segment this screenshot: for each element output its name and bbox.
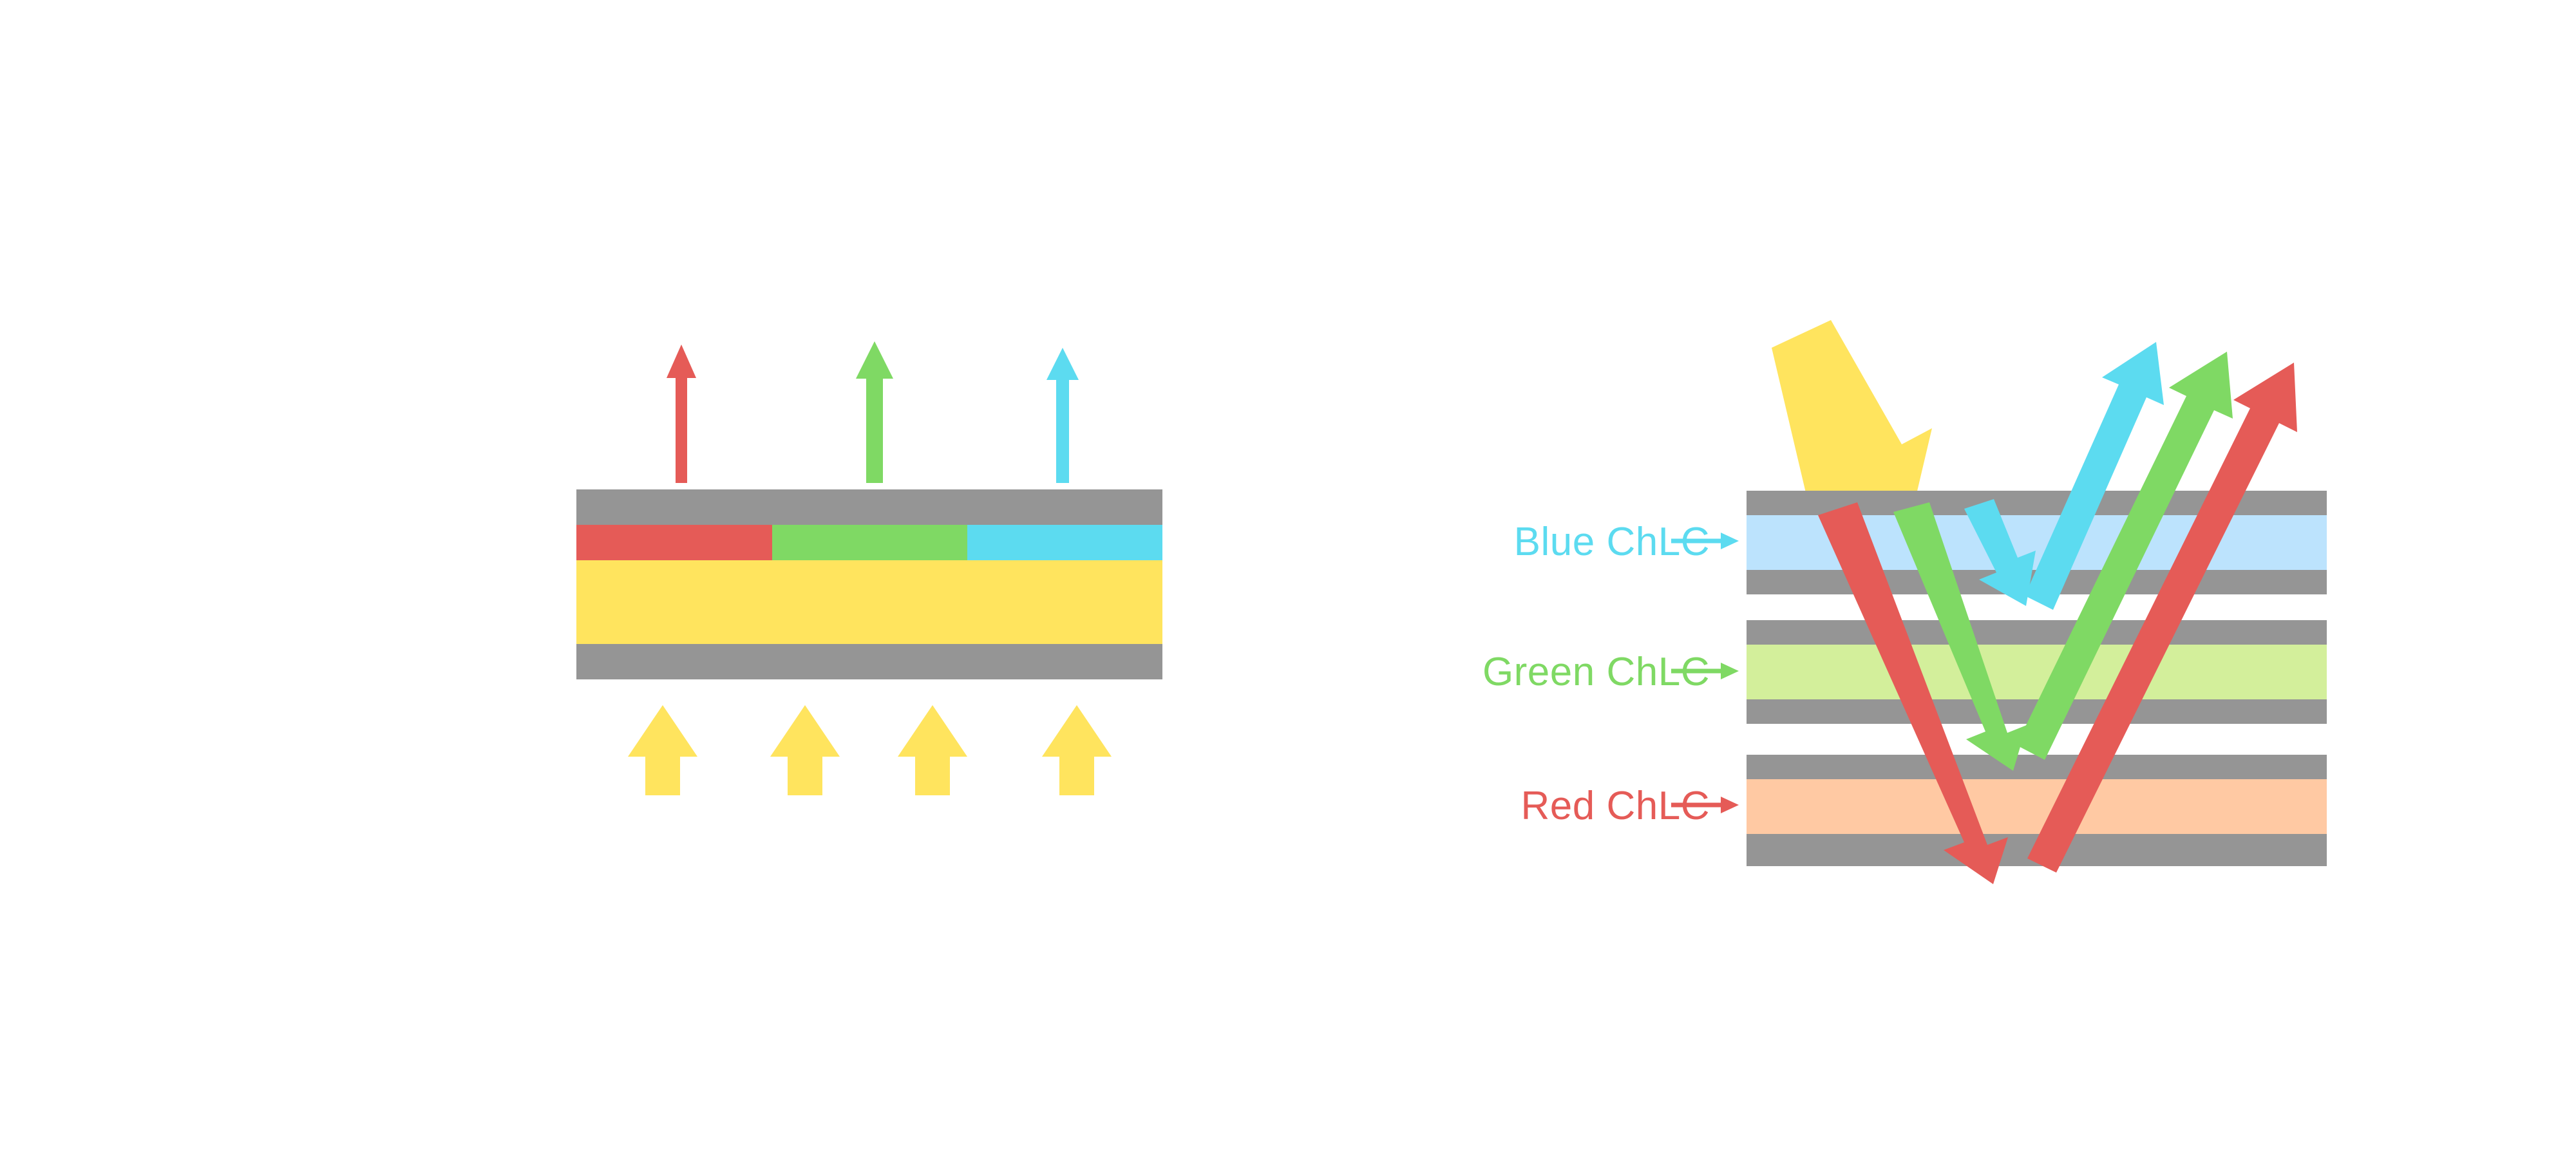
backlight-arrow-4-icon [1042, 705, 1112, 795]
backlight-arrows [628, 705, 1112, 795]
green-chlc-pointer-icon [1671, 663, 1739, 679]
backlight-arrow-2-icon [770, 705, 840, 795]
left-backlight-layer [576, 560, 1162, 644]
left-bottom-electrode [576, 644, 1162, 679]
backlight-arrow-3-icon [898, 705, 967, 795]
emitted-light-arrows [667, 341, 1079, 483]
blue-ray-down-overlay [1964, 499, 2036, 606]
left-green-subpixel [772, 525, 967, 560]
left-stack [576, 489, 1162, 679]
red-chlc-pointer-icon [1671, 797, 1739, 813]
green-cell-lc-layer [1747, 645, 2327, 699]
chlc-labels: Blue ChLC Green ChLC Red ChLC [1482, 520, 1739, 828]
right-panel-group: Blue ChLC Green ChLC Red ChLC [1482, 320, 2327, 884]
green-ray-down-overlay [1893, 502, 2027, 771]
left-top-electrode [576, 489, 1162, 525]
left-red-subpixel [576, 525, 772, 560]
emitted-green-arrow-icon [856, 341, 893, 483]
blue-ray-up-overlay [2025, 491, 2164, 610]
red-ray-up-icon [2027, 363, 2297, 873]
backlight-arrow-1-icon [628, 705, 697, 795]
emitted-blue-arrow-icon [1046, 348, 1079, 483]
blue-chlc-pointer-icon [1671, 533, 1739, 549]
red-cell-top-electrode [1747, 755, 2327, 779]
green-ray-up-overlay [2016, 491, 2233, 760]
left-panel-group [576, 341, 1162, 795]
green-cell-top-electrode [1747, 620, 2327, 645]
red-cell-lc-layer [1747, 779, 2327, 834]
emitted-red-arrow-icon [667, 345, 696, 483]
left-blue-subpixel [967, 525, 1162, 560]
